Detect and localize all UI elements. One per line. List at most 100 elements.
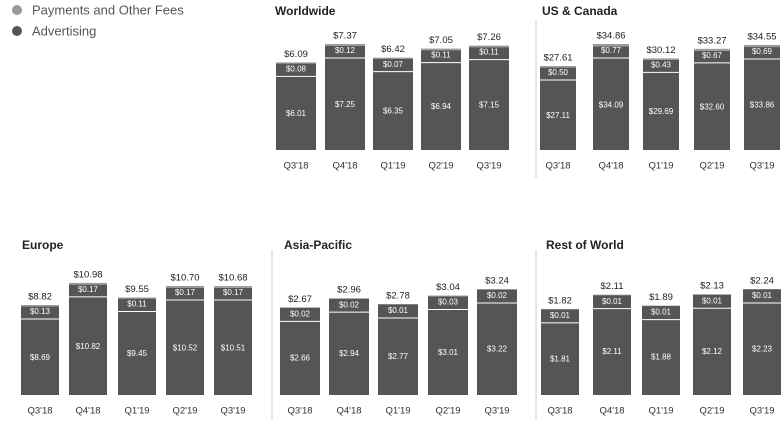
data-label: $0.13 — [30, 307, 51, 316]
data-label: $1.81 — [550, 354, 571, 363]
x-tick-label: Q1'19 — [385, 406, 410, 417]
x-tick-label: Q4'18 — [332, 161, 357, 172]
x-tick-label: Q3'18 — [547, 406, 572, 417]
total-label: $33.27 — [697, 35, 726, 46]
total-label: $3.24 — [485, 276, 509, 287]
total-label: $6.42 — [381, 44, 405, 55]
bar-segment — [541, 309, 579, 395]
total-label: $1.82 — [548, 295, 572, 306]
bar-segment — [421, 48, 461, 51]
bar-segment — [69, 284, 107, 395]
bar-segment — [118, 298, 156, 395]
total-label: $2.11 — [600, 281, 623, 292]
chart-title: Asia-Pacific — [284, 238, 352, 252]
data-label: $6.94 — [431, 102, 452, 111]
bar-segment — [428, 296, 468, 395]
total-label: $10.98 — [73, 269, 102, 280]
bar-segment — [693, 294, 731, 395]
data-label: $32.60 — [700, 103, 725, 112]
data-label: $2.23 — [752, 344, 773, 353]
bar-segment — [593, 295, 631, 395]
data-label: $29.69 — [649, 107, 674, 116]
x-tick-label: Q2'19 — [172, 406, 197, 417]
bar-segment — [540, 67, 576, 150]
bar-segment — [214, 287, 252, 395]
data-label: $0.01 — [550, 311, 571, 320]
x-tick-label: Q3'18 — [287, 406, 312, 417]
total-label: $6.09 — [284, 49, 308, 60]
data-label: $10.52 — [173, 343, 198, 352]
total-label: $2.24 — [750, 276, 774, 287]
data-label: $0.07 — [383, 60, 404, 69]
bar-segment — [744, 44, 780, 48]
bar-segment — [325, 45, 365, 150]
total-label: $27.61 — [543, 53, 572, 64]
bar-segment — [593, 46, 629, 150]
chart-title: US & Canada — [542, 4, 618, 18]
total-label: $34.55 — [747, 31, 776, 42]
data-label: $3.22 — [487, 344, 508, 353]
data-label: $7.15 — [479, 101, 500, 110]
total-label: $3.04 — [436, 282, 460, 293]
data-label: $7.25 — [335, 100, 356, 109]
data-label: $0.02 — [339, 300, 360, 309]
bar-segment — [329, 298, 369, 395]
x-tick-label: Q3'19 — [476, 161, 501, 172]
chart-title: Europe — [22, 238, 64, 252]
legend-label: Advertising — [32, 23, 96, 38]
x-tick-label: Q1'19 — [648, 406, 673, 417]
bar-segment — [329, 298, 369, 299]
data-label: $2.66 — [290, 354, 311, 363]
x-tick-label: Q1'19 — [380, 161, 405, 172]
x-tick-label: Q4'18 — [598, 161, 623, 172]
x-tick-label: Q2'19 — [428, 161, 453, 172]
bar-segment — [477, 289, 517, 290]
x-tick-label: Q3'19 — [484, 406, 509, 417]
bar-segment — [21, 306, 59, 395]
chart-title: Worldwide — [275, 4, 336, 18]
bar-segment — [694, 50, 730, 151]
data-label: $10.82 — [76, 342, 101, 351]
bar-segment — [373, 58, 413, 150]
bar-segment — [744, 47, 780, 150]
data-label: $0.08 — [286, 65, 307, 74]
data-label: $6.01 — [286, 109, 307, 118]
x-tick-label: Q1'19 — [648, 161, 673, 172]
data-label: $0.01 — [752, 291, 773, 300]
bar-segment — [643, 58, 679, 60]
data-label: $6.35 — [383, 106, 404, 115]
data-label: $0.01 — [651, 308, 672, 317]
total-label: $30.12 — [646, 45, 675, 56]
data-label: $0.17 — [175, 288, 196, 297]
x-tick-label: Q3'19 — [220, 406, 245, 417]
data-label: $2.12 — [702, 347, 723, 356]
total-label: $2.13 — [700, 281, 724, 292]
x-tick-label: Q3'18 — [545, 161, 570, 172]
data-label: $0.03 — [438, 298, 459, 307]
data-label: $1.88 — [651, 353, 672, 362]
bar-segment — [477, 289, 517, 395]
data-label: $0.67 — [702, 51, 723, 60]
bar-segment — [280, 307, 320, 395]
data-label: $2.94 — [339, 349, 360, 358]
bar-segment — [378, 304, 418, 395]
x-tick-label: Q4'18 — [336, 406, 361, 417]
bar-segment — [280, 307, 320, 308]
x-tick-label: Q2'19 — [435, 406, 460, 417]
data-label: $0.77 — [601, 46, 622, 55]
x-tick-label: Q4'18 — [75, 406, 100, 417]
data-label: $9.45 — [127, 349, 148, 358]
bar-segment — [166, 285, 204, 288]
data-label: $0.11 — [431, 51, 451, 60]
legend-swatch — [12, 5, 22, 15]
data-label: $0.17 — [78, 285, 99, 294]
total-label: $10.68 — [218, 273, 247, 284]
data-label: $0.69 — [752, 47, 773, 56]
data-label: $0.43 — [651, 61, 672, 70]
x-tick-label: Q3'18 — [27, 406, 52, 417]
data-label: $10.51 — [221, 344, 246, 353]
data-label: $33.86 — [750, 101, 775, 110]
bar-segment — [694, 48, 730, 51]
x-tick-label: Q3'18 — [283, 161, 308, 172]
